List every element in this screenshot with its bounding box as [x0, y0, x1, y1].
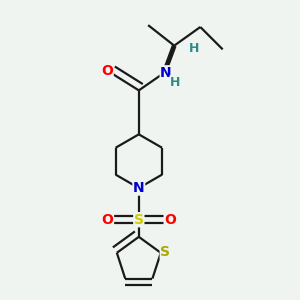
- Text: N: N: [160, 66, 172, 80]
- Text: O: O: [101, 64, 113, 78]
- Text: N: N: [133, 181, 145, 195]
- Text: H: H: [170, 76, 181, 89]
- Text: O: O: [102, 213, 113, 227]
- Text: H: H: [189, 42, 199, 55]
- Text: S: S: [160, 245, 170, 259]
- Text: O: O: [164, 213, 176, 227]
- Text: S: S: [134, 213, 144, 227]
